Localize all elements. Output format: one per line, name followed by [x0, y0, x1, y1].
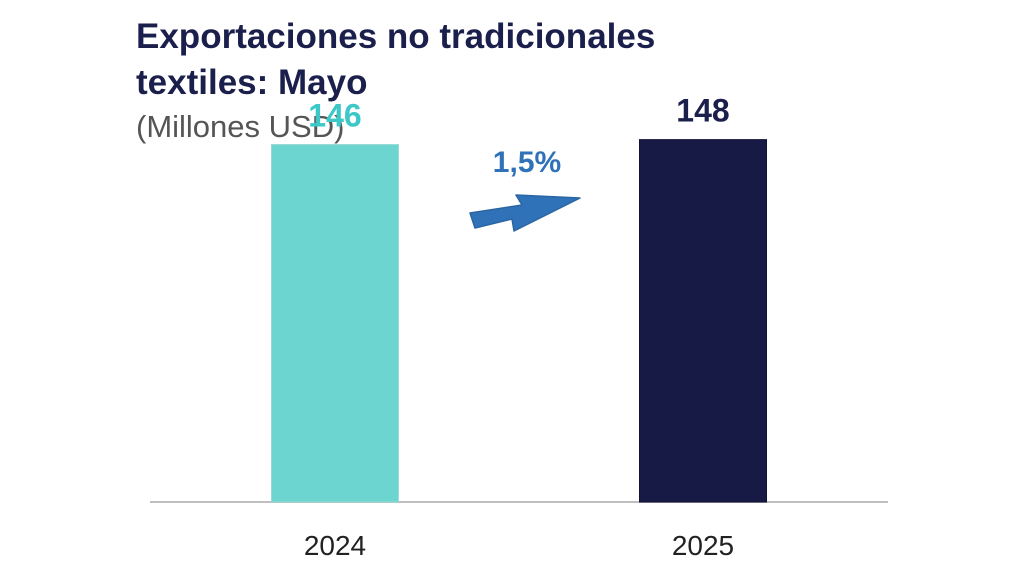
chart-subtitle: (Millones USD): [136, 109, 345, 144]
chart-title: Exportaciones no tradicionales textiles:…: [136, 14, 655, 106]
x-tick-label-2025: 2025: [672, 530, 734, 561]
x-tick-label-2024: 2024: [304, 530, 366, 561]
growth-annotation: 1,5%: [493, 146, 561, 179]
bar-2025: [639, 139, 767, 503]
bar-2024: [271, 144, 399, 503]
value-label-2025: 148: [676, 93, 729, 129]
value-label-2024: 146: [308, 98, 361, 134]
growth-arrow-icon: [469, 194, 581, 232]
chart-title-line-1: Exportaciones no tradicionales: [136, 17, 656, 56]
chart-title-line-2: textiles: Mayo: [136, 63, 368, 102]
